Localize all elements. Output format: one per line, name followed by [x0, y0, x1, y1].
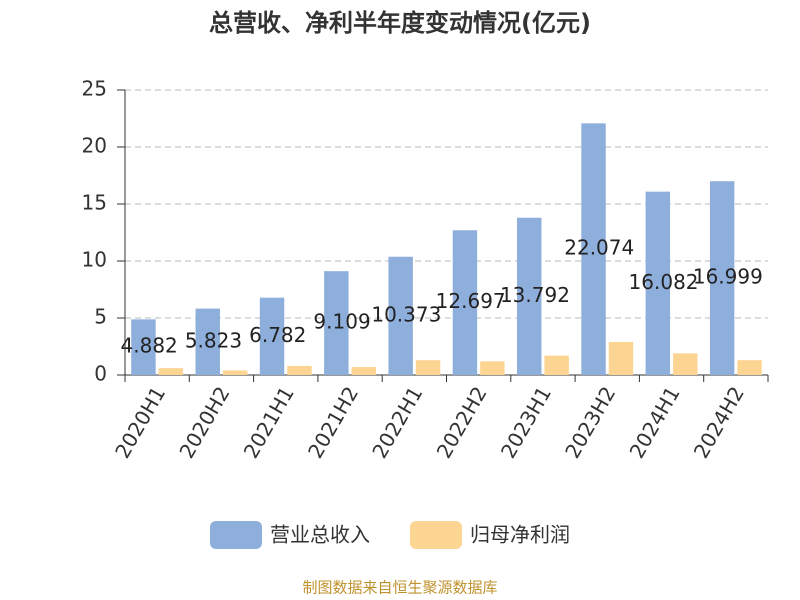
bar [673, 353, 698, 375]
source-note: 制图数据来自恒生聚源数据库 [302, 579, 497, 597]
bar [709, 181, 735, 375]
data-label: 4.882 [121, 334, 178, 358]
bar [287, 365, 312, 375]
data-label: 13.792 [500, 283, 570, 307]
bar [544, 355, 569, 375]
bar [452, 230, 478, 375]
bar [324, 271, 349, 375]
data-label: 9.109 [313, 310, 370, 334]
x-tick-label: 2024H2 [689, 382, 749, 462]
bar [645, 191, 671, 375]
bar [480, 361, 505, 375]
bar [608, 341, 634, 375]
bar [581, 123, 606, 375]
y-tick-label: 5 [94, 305, 107, 329]
data-label: 6.782 [249, 323, 306, 347]
bar [737, 360, 762, 375]
bar [195, 308, 220, 375]
legend-label: 归母净利润 [470, 523, 570, 547]
bar [131, 319, 156, 375]
data-label: 22.074 [564, 236, 634, 260]
chart-title: 总营收、净利半年度变动情况(亿元) [209, 9, 591, 37]
y-tick-label: 10 [82, 248, 107, 272]
legend-swatch [410, 521, 462, 549]
x-tick-label: 2020H2 [174, 382, 234, 462]
data-label: 12.697 [436, 289, 506, 313]
bar [351, 367, 376, 375]
data-label: 5.823 [185, 328, 242, 352]
y-tick-label: 0 [94, 362, 107, 386]
bar [158, 368, 184, 375]
y-tick-label: 20 [82, 134, 107, 158]
data-label: 10.373 [371, 302, 441, 326]
y-tick-label: 15 [82, 191, 107, 215]
bar [415, 360, 441, 375]
x-tick-label: 2021H2 [303, 382, 363, 462]
x-tick-label: 2022H1 [367, 382, 427, 462]
x-tick-label: 2020H1 [110, 382, 170, 462]
y-tick-label: 25 [82, 77, 107, 101]
bar [259, 297, 285, 375]
bar [222, 370, 248, 375]
legend-label: 营业总收入 [270, 523, 370, 547]
x-tick-label: 2021H1 [239, 382, 299, 462]
bar [517, 217, 542, 375]
data-label: 16.999 [693, 265, 763, 289]
x-tick-label: 2023H1 [496, 382, 556, 462]
x-tick-label: 2022H2 [432, 382, 492, 462]
x-tick-label: 2023H2 [560, 382, 620, 462]
x-tick-label: 2024H1 [625, 382, 685, 462]
bar [388, 256, 413, 375]
data-label: 16.082 [629, 270, 699, 294]
legend-swatch [210, 521, 262, 549]
